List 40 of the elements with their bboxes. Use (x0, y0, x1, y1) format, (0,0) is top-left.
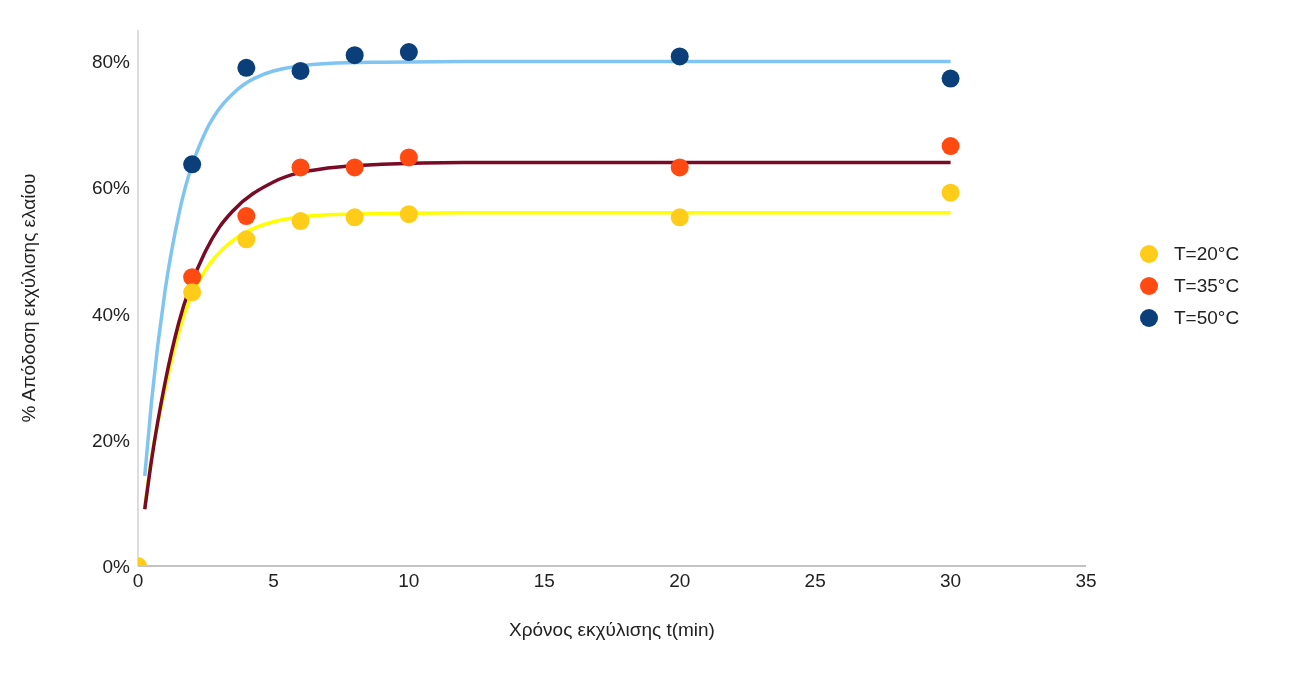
point (670, 158, 689, 177)
point (399, 148, 418, 167)
point (670, 47, 689, 66)
point (183, 268, 202, 287)
x-tick-label: 5 (268, 570, 279, 592)
y-tick-label: 60% (91, 177, 131, 199)
x-tick-label: 35 (1075, 570, 1097, 592)
point (941, 137, 960, 156)
legend-label: T=50°C (1174, 307, 1240, 329)
y-axis-title: % Απόδοση εκχύλισης ελαίου (17, 173, 39, 423)
point (183, 283, 202, 302)
point (291, 158, 310, 177)
point (345, 46, 364, 65)
point (183, 155, 202, 174)
y-tick-label: 20% (91, 429, 131, 451)
y-tick-label: 40% (91, 303, 131, 325)
x-tick-label: 30 (940, 570, 962, 592)
point (237, 58, 256, 77)
y-tick-label: 0% (102, 555, 131, 577)
legend-label: T=35°C (1174, 275, 1240, 297)
point (291, 212, 310, 231)
x-tick-label: 25 (804, 570, 826, 592)
x-tick-label: 0 (132, 570, 144, 592)
line-series (143, 59, 953, 478)
x-tick-label: 15 (533, 570, 555, 592)
point (670, 208, 689, 227)
x-tick-label: 10 (398, 570, 420, 592)
point (941, 183, 960, 202)
point (345, 158, 364, 177)
point (941, 69, 960, 88)
point (399, 43, 418, 62)
point (291, 61, 310, 80)
legend-label: T=20°C (1174, 243, 1240, 265)
point (237, 230, 256, 249)
point (399, 205, 418, 224)
y-tick-label: 80% (91, 51, 131, 73)
point (345, 208, 364, 227)
x-axis-title: Χρόνος εκχύλισης t(min) (509, 619, 715, 640)
x-tick-label: 20 (669, 570, 691, 592)
point (237, 207, 256, 226)
